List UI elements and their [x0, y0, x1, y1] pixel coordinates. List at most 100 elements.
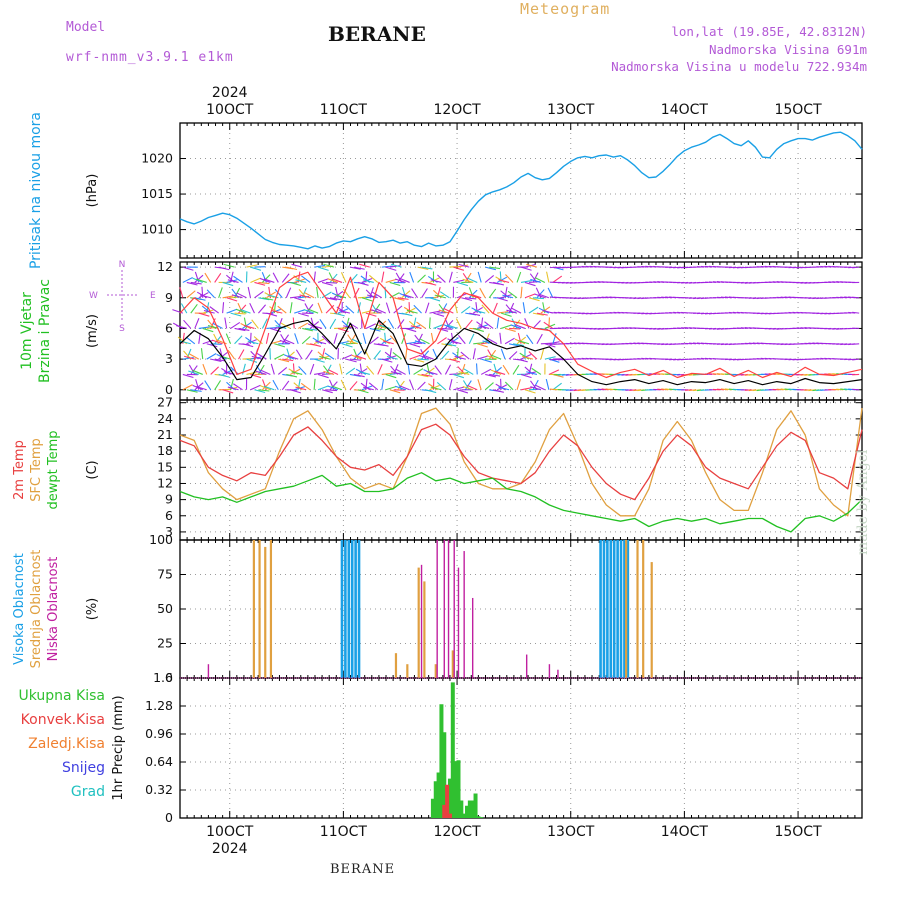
wind-arrow: [492, 302, 498, 314]
wind-arrow: [294, 309, 305, 314]
wind-arrow: [231, 294, 243, 299]
pressure-line: [179, 131, 863, 250]
wind-arrow: [399, 277, 410, 283]
high-cloud-bar: [612, 540, 616, 678]
wind-arrow: [392, 352, 402, 360]
wind-arrow: [393, 305, 403, 314]
wind-arrow: [242, 343, 254, 348]
clouds-panel: 0 25 50 75 100 (%): [85, 532, 863, 685]
wind-arrow: [357, 281, 369, 286]
wind-arrow: [389, 335, 399, 345]
wind-arrow: [250, 356, 262, 360]
high-cloud-bar: [347, 540, 351, 678]
wind-arrow: [199, 294, 211, 299]
wind-arrow: [236, 292, 247, 299]
wind-arrow: [210, 366, 220, 375]
total-precip-bar: [447, 778, 452, 818]
wind-arrow: [246, 264, 258, 268]
wind-arrow: [226, 297, 238, 302]
wind-arrow: [369, 274, 379, 283]
wind-arrow: [466, 384, 478, 391]
wind-arrow: [345, 305, 355, 314]
wind-arrow: [290, 295, 302, 299]
wind-arrow: [437, 337, 447, 345]
wind-arrow: [479, 287, 486, 299]
bottom-day-label: 12OCT: [433, 824, 481, 840]
wind-arrow: [402, 294, 414, 299]
low-cloud-bar: [463, 551, 465, 678]
wind-arrow: [373, 303, 381, 314]
wind-arrow: [184, 355, 195, 360]
model-elevation-label: Nadmorska Visina u modelu 722.934m: [611, 59, 867, 74]
wind-arrow: [390, 263, 402, 268]
y-tick-label: 100: [149, 532, 173, 547]
wind-arrow: [395, 368, 406, 375]
wind-arrow: [458, 263, 470, 268]
y-tick-label: 15: [157, 459, 173, 474]
wind-arrow: [413, 358, 425, 363]
wind-arrow: [225, 333, 232, 344]
wind-arrow: [421, 266, 433, 270]
wind-arrow: [399, 385, 410, 391]
wind-arrow: [411, 288, 419, 299]
compass-north: N: [119, 260, 126, 270]
total-precip-bar: [456, 760, 461, 818]
wind-arrow: [381, 265, 393, 268]
wind-arrow: [385, 302, 391, 314]
wind-arrow: [463, 368, 474, 375]
wind-speed-line: [179, 319, 863, 386]
wind-arrow: [274, 353, 285, 360]
bottom-day-label: 14OCT: [661, 824, 709, 840]
wind-arrow: [340, 379, 347, 391]
wind-arrow: [531, 367, 542, 375]
wind-arrow: [289, 368, 301, 375]
wind-arrow: [466, 277, 478, 283]
wind-arrow: [321, 335, 331, 345]
wind-arrow: [410, 325, 422, 329]
wind-arrow: [382, 340, 394, 345]
wind-arrow: [481, 304, 490, 314]
wind-arrow: [190, 281, 202, 285]
wind-arrow: [547, 287, 554, 299]
wind-arrow: [397, 380, 405, 391]
y-tick-label: 27: [157, 395, 173, 410]
high-cloud-bar: [626, 540, 630, 678]
wind-arrow: [545, 378, 550, 390]
wind-arrow: [417, 266, 429, 270]
wind-arrow: [204, 380, 212, 391]
y-tick-label: 6: [165, 508, 173, 523]
wind-arrow: [238, 327, 250, 332]
wind-arrow: [327, 385, 339, 391]
wind-arrow: [538, 293, 550, 299]
wind-arrow: [520, 373, 532, 379]
wind-arrow: [222, 281, 234, 287]
total-precip-bar: [433, 781, 438, 818]
mid-cloud-bar: [434, 664, 437, 678]
wind-arrow: [206, 289, 216, 299]
wind-arrow: [357, 368, 368, 375]
wind-arrow: [349, 373, 361, 377]
wind-arrow: [371, 309, 382, 314]
wind-arrow: [283, 354, 295, 360]
bottom-day-label: 15OCT: [774, 824, 822, 840]
wind-arrow: [526, 371, 538, 375]
wind-arrow: [239, 308, 251, 314]
wind-arrow: [247, 286, 252, 298]
wind-arrow: [353, 373, 365, 378]
wind-arrow: [429, 297, 441, 302]
temperature-series-label: dewpt Temp: [46, 430, 61, 509]
wind-arrow: [214, 272, 222, 283]
wind-arrow: [417, 373, 429, 378]
wind-arrow: [317, 302, 323, 314]
wind-arrow: [270, 340, 282, 345]
wind-arrow: [496, 276, 508, 283]
wind-arrow: [497, 311, 509, 314]
convective-precip-bar: [442, 804, 447, 818]
wind-arrow: [196, 386, 207, 391]
wind-arrow: [489, 373, 501, 377]
wind-arrow: [401, 290, 411, 299]
y-tick-label: 3: [165, 524, 173, 539]
wind-arrow: [508, 343, 520, 347]
wind-arrow: [389, 292, 400, 299]
wind-arrow: [326, 389, 338, 392]
